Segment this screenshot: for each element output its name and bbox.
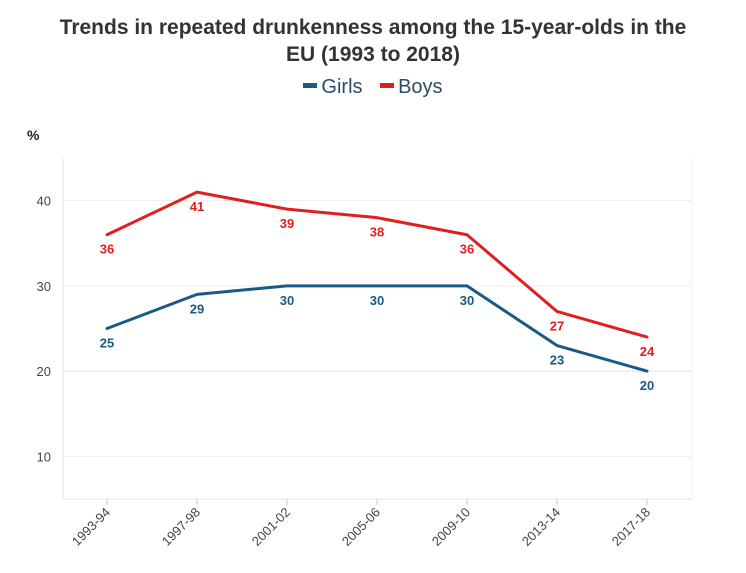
data-label-boys-2017-18: 24 (640, 344, 655, 359)
x-tick-label-1997-98: 1997-98 (159, 505, 203, 549)
series-line-girls (105, 284, 649, 373)
y-tick-label-20: 20 (37, 364, 51, 379)
legend-item-boys[interactable]: Boys (380, 76, 443, 99)
data-label-boys-1993-94: 36 (100, 242, 114, 257)
x-tick-label-2009-10: 2009-10 (429, 505, 473, 549)
legend-label-boys: Boys (398, 76, 443, 98)
data-label-boys-2001-02: 39 (280, 216, 294, 231)
y-tick-label-10: 10 (37, 449, 51, 464)
x-tick-label-2001-02: 2001-02 (249, 505, 293, 549)
x-tick-label-2013-14: 2013-14 (519, 505, 563, 549)
legend-label-girls: Girls (321, 76, 363, 98)
data-label-girls-1993-94: 25 (100, 336, 114, 351)
data-label-girls-2005-06: 30 (370, 293, 384, 308)
data-label-girls-2001-02: 30 (280, 293, 294, 308)
chart-title: Trends in repeated drunkenness among the… (0, 14, 746, 68)
y-tick-label-30: 30 (37, 279, 51, 294)
y-tick-label-40: 40 (37, 194, 51, 209)
legend-swatch-girls (303, 83, 318, 89)
chart-legend: Girls Boys (0, 76, 746, 99)
x-tick-label-1993-94: 1993-94 (69, 505, 113, 549)
data-label-girls-1997-98: 29 (190, 301, 204, 316)
data-label-boys-2005-06: 38 (370, 225, 384, 240)
chart-title-line-1: Trends in repeated drunkenness among the… (59, 16, 687, 39)
legend-item-girls[interactable]: Girls (303, 76, 363, 99)
chart-title-line-2: EU (1993 to 2018) (286, 43, 460, 66)
data-label-girls-2013-14: 23 (550, 353, 564, 368)
data-label-girls-2009-10: 30 (460, 293, 474, 308)
data-label-boys-1997-98: 41 (190, 199, 204, 214)
data-label-girls-2017-18: 20 (640, 378, 654, 393)
legend-swatch-boys (380, 83, 395, 89)
x-tick-label-2005-06: 2005-06 (339, 505, 383, 549)
y-axis-label: % (27, 127, 40, 143)
x-tick-label-2017-18: 2017-18 (609, 505, 653, 549)
series-line-boys (105, 190, 649, 339)
data-label-boys-2013-14: 27 (550, 318, 564, 333)
data-label-boys-2009-10: 36 (460, 242, 474, 257)
